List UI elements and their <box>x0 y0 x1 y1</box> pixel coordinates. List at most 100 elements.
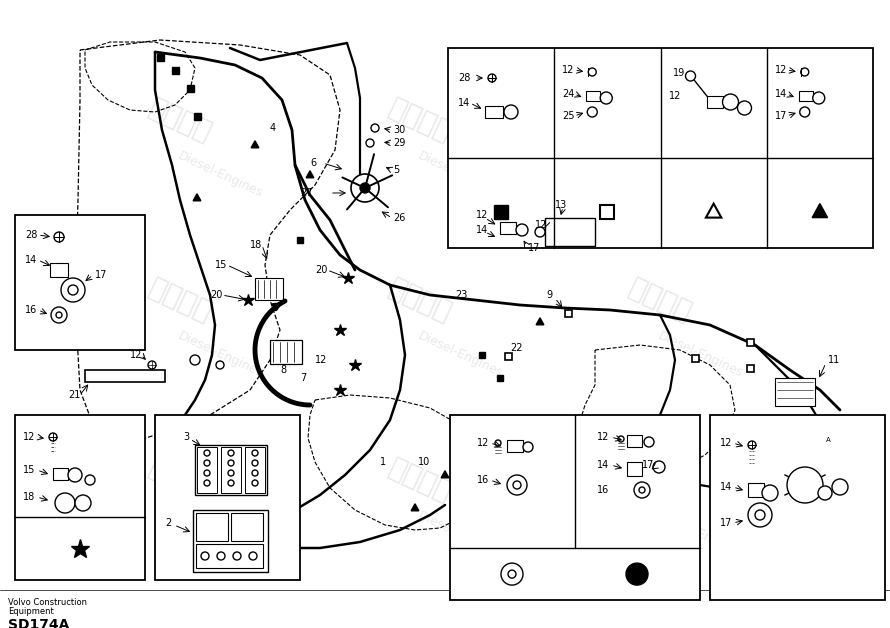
Text: 27: 27 <box>300 188 312 198</box>
Circle shape <box>252 450 258 456</box>
Text: 17: 17 <box>95 270 108 280</box>
Circle shape <box>738 101 751 115</box>
Circle shape <box>351 174 379 202</box>
Text: 16: 16 <box>25 305 37 315</box>
Text: 9: 9 <box>546 290 552 300</box>
Bar <box>692 354 699 362</box>
Circle shape <box>600 92 612 104</box>
Bar <box>196 513 228 541</box>
Circle shape <box>228 450 234 456</box>
Text: 15: 15 <box>215 260 227 270</box>
Circle shape <box>818 486 832 500</box>
Text: 17: 17 <box>528 243 540 253</box>
Circle shape <box>813 92 825 104</box>
Text: 16: 16 <box>597 485 610 495</box>
Text: 30: 30 <box>393 125 405 135</box>
Text: 29: 29 <box>393 138 405 148</box>
Text: Diesel-Engines: Diesel-Engines <box>655 509 745 560</box>
Circle shape <box>201 552 209 560</box>
Circle shape <box>75 495 91 511</box>
Bar <box>760 430 805 465</box>
Bar <box>297 237 303 243</box>
Text: 16: 16 <box>477 475 490 485</box>
Circle shape <box>190 355 200 365</box>
Circle shape <box>634 482 650 498</box>
Circle shape <box>204 450 210 456</box>
Circle shape <box>765 435 771 441</box>
Text: 17: 17 <box>720 518 732 528</box>
Circle shape <box>252 480 258 486</box>
Text: 15: 15 <box>23 465 36 475</box>
Text: 14: 14 <box>720 482 732 492</box>
Polygon shape <box>813 203 828 217</box>
Text: 紫发动力: 紫发动力 <box>144 273 216 327</box>
Bar <box>245 447 265 493</box>
Circle shape <box>765 455 771 461</box>
Circle shape <box>535 227 545 237</box>
Text: 11: 11 <box>828 355 840 365</box>
Circle shape <box>618 436 624 442</box>
Bar <box>195 445 267 495</box>
Bar <box>747 338 754 345</box>
Circle shape <box>762 485 778 501</box>
Text: 20: 20 <box>315 265 328 275</box>
Bar <box>450 415 700 600</box>
Text: 8: 8 <box>280 365 286 375</box>
Circle shape <box>495 440 501 446</box>
Bar <box>53 468 68 480</box>
Text: 12: 12 <box>720 438 732 448</box>
Circle shape <box>508 570 516 578</box>
Text: 紫发动力: 紫发动力 <box>624 453 696 507</box>
Circle shape <box>217 552 225 560</box>
Text: 12: 12 <box>668 91 681 101</box>
Text: 12: 12 <box>315 355 328 365</box>
Bar <box>497 375 503 381</box>
Text: 6: 6 <box>310 158 316 168</box>
Text: 28: 28 <box>25 230 37 240</box>
Circle shape <box>779 445 785 451</box>
Text: 17: 17 <box>775 111 787 121</box>
Bar <box>627 462 642 476</box>
Text: 紫发动力: 紫发动力 <box>624 94 696 147</box>
Circle shape <box>204 470 210 476</box>
Circle shape <box>516 224 528 236</box>
Bar <box>155 415 300 580</box>
Circle shape <box>626 563 648 585</box>
Text: Diesel-Engines: Diesel-Engines <box>416 330 505 381</box>
Circle shape <box>252 470 258 476</box>
Text: 紫发动力: 紫发动力 <box>384 94 456 147</box>
Circle shape <box>148 361 156 369</box>
Polygon shape <box>706 203 721 217</box>
Bar <box>775 378 815 406</box>
Text: 14: 14 <box>25 255 37 265</box>
Circle shape <box>85 475 95 485</box>
Text: 3: 3 <box>183 432 190 442</box>
Circle shape <box>55 493 75 513</box>
Text: 12: 12 <box>597 432 610 442</box>
Circle shape <box>371 124 379 132</box>
Circle shape <box>204 480 210 486</box>
Text: 12: 12 <box>562 65 575 75</box>
Text: 25: 25 <box>562 111 575 121</box>
Circle shape <box>639 487 645 493</box>
Text: 紫发动力: 紫发动力 <box>384 453 456 507</box>
Circle shape <box>61 278 85 302</box>
Text: Volvo Construction: Volvo Construction <box>8 598 87 607</box>
Bar <box>15 215 145 350</box>
Circle shape <box>588 68 596 76</box>
Text: 紫发动力: 紫发动力 <box>144 94 216 147</box>
Text: 10: 10 <box>418 457 430 467</box>
Text: Diesel-Engines: Diesel-Engines <box>416 509 505 560</box>
Circle shape <box>68 468 82 482</box>
Bar <box>157 53 164 60</box>
Bar <box>479 352 485 358</box>
Text: 12: 12 <box>535 220 547 230</box>
Polygon shape <box>193 194 201 201</box>
Text: 2: 2 <box>165 518 171 528</box>
Text: 22: 22 <box>510 343 522 353</box>
Bar <box>500 222 516 234</box>
Bar <box>187 85 193 92</box>
Text: Diesel-Engines: Diesel-Engines <box>175 509 264 560</box>
Text: Equipment: Equipment <box>8 607 53 616</box>
Bar <box>545 218 595 246</box>
